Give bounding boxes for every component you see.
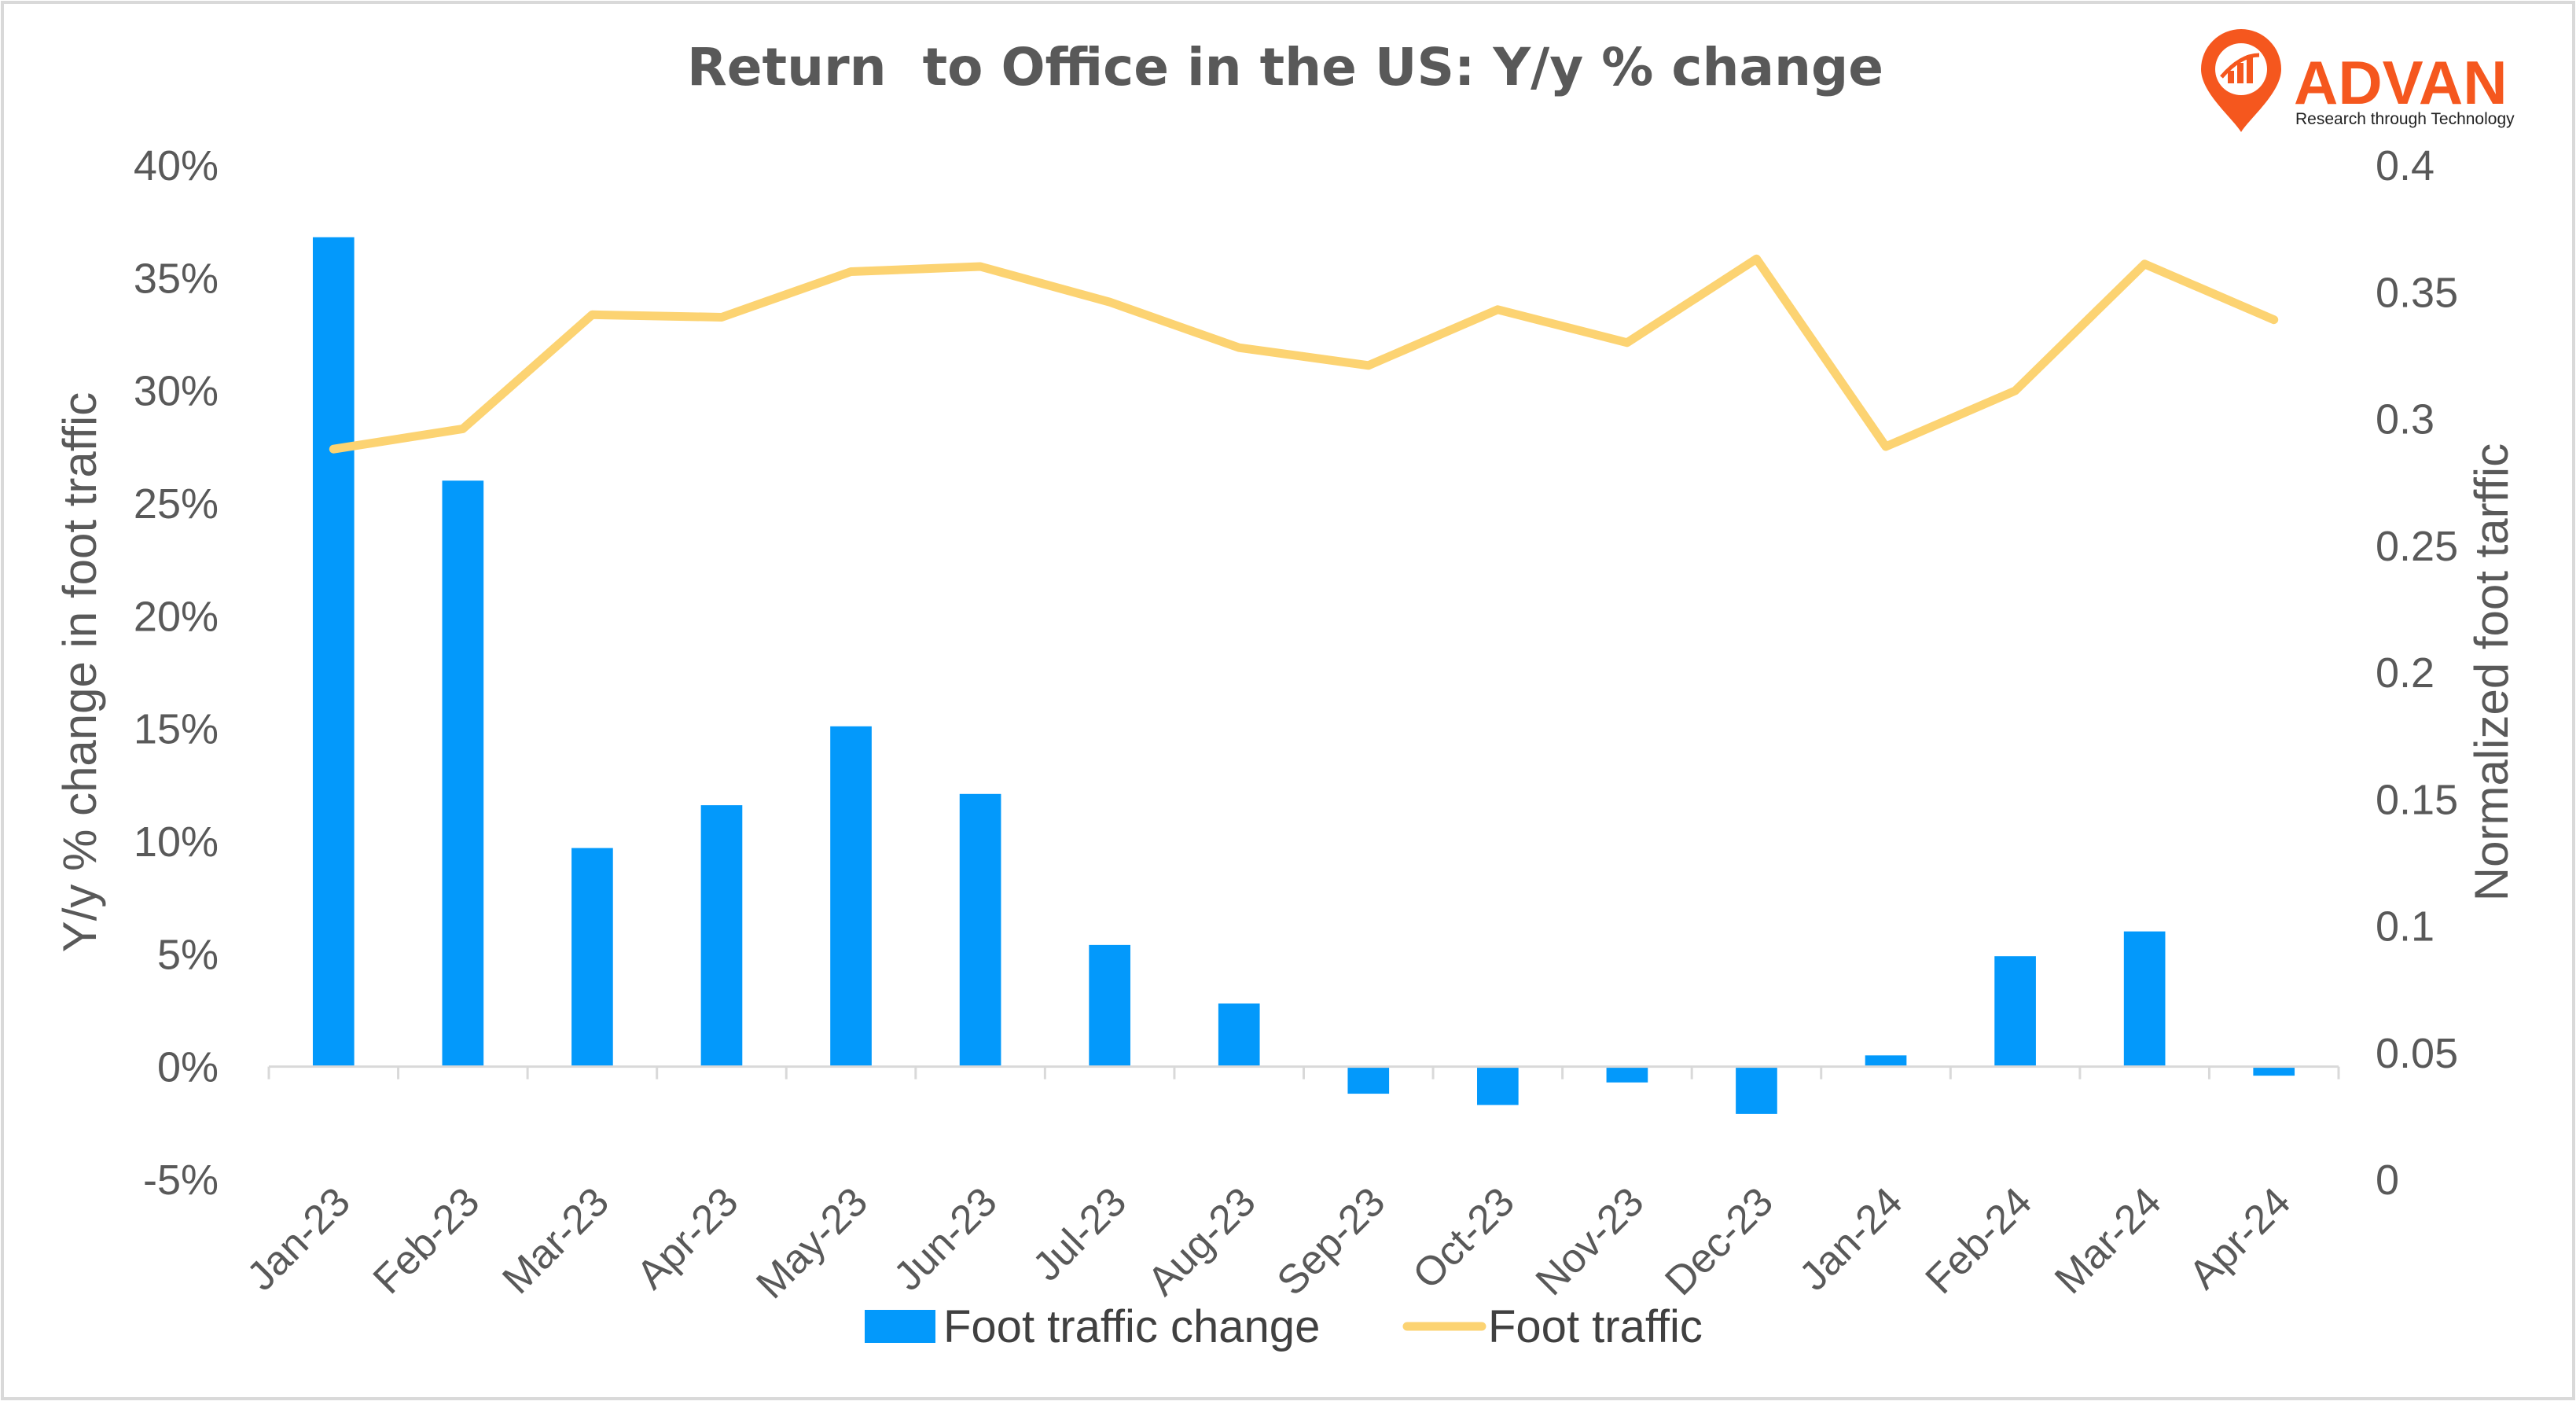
bar [1736, 1066, 1777, 1114]
pin-bar-1 [2228, 71, 2234, 83]
bar [312, 237, 355, 1067]
right-axis-tick-label: 0.35 [2376, 269, 2458, 316]
line-series-foot-traffic [329, 254, 2279, 454]
right-axis-tick-label: 0.4 [2376, 142, 2435, 189]
chart-title: Return to Office in the US: Y/y % change [687, 37, 1883, 97]
brand-logo: ADVAN Research through Technology [2201, 29, 2515, 132]
pin-bar-2 [2237, 63, 2243, 83]
bar [1606, 1066, 1648, 1083]
legend-label-foot-traffic-change: Foot traffic change [943, 1301, 1320, 1352]
bar [2123, 931, 2166, 1067]
right-axis-tick-label: 0.15 [2376, 776, 2458, 823]
legend-label-foot-traffic: Foot traffic [1488, 1301, 1703, 1352]
left-axis-tick-label: 10% [134, 818, 219, 866]
left-axis-tick-label: 30% [134, 368, 219, 415]
bar [442, 480, 484, 1067]
bar [1218, 1003, 1260, 1067]
left-axis-tick-label: 5% [157, 931, 219, 978]
pin-swoosh [2220, 53, 2260, 79]
bar [1865, 1055, 1907, 1067]
left-axis-tick-label: 35% [134, 255, 219, 302]
left-axis-title: Y/y % change in foot traffic [53, 392, 106, 953]
left-axis-tick-label: 25% [134, 480, 219, 528]
legend-swatch-foot-traffic-change [865, 1310, 935, 1343]
bar [2253, 1066, 2295, 1076]
left-axis-tick-label: 0% [157, 1044, 219, 1091]
bar [1477, 1066, 1519, 1105]
legend: Foot traffic change Foot traffic [865, 1301, 1703, 1352]
bar [1347, 1066, 1390, 1094]
left-axis-ticks: 40% 35% 30% 25% 20% 15% 10% 5% 0% -5% [134, 142, 219, 1204]
left-axis-tick-label: 15% [134, 706, 219, 753]
right-axis-tick-label: 0.25 [2376, 523, 2458, 570]
bar [830, 726, 872, 1067]
left-axis-tick-label: 40% [134, 142, 219, 189]
brand-tagline: Research through Technology [2295, 110, 2515, 128]
x-axis-tick-marks [267, 1066, 2340, 1079]
brand-name: ADVAN [2294, 48, 2508, 117]
bar [571, 848, 613, 1067]
right-axis-title: Normalized foot tarffic [2465, 443, 2518, 901]
series-line [329, 254, 2279, 454]
bar [1089, 944, 1130, 1067]
bar [700, 805, 743, 1067]
bar-series-foot-traffic-change [312, 237, 2295, 1114]
right-axis-tick-label: 0.3 [2376, 396, 2435, 443]
left-axis-tick-label: -5% [143, 1157, 219, 1204]
map-pin-chart-icon [2201, 29, 2281, 132]
right-axis-tick-label: 0 [2376, 1157, 2399, 1204]
pin-bar-3 [2247, 55, 2253, 83]
bar [959, 793, 1001, 1067]
right-axis-ticks: 0.4 0.35 0.3 0.25 0.2 0.15 0.1 0.05 0 [2376, 142, 2458, 1204]
right-axis-tick-label: 0.1 [2376, 903, 2435, 951]
bar [1994, 956, 2036, 1067]
right-axis-tick-label: 0.05 [2376, 1030, 2458, 1077]
left-axis-tick-label: 20% [134, 593, 219, 640]
right-axis-tick-label: 0.2 [2376, 649, 2435, 697]
